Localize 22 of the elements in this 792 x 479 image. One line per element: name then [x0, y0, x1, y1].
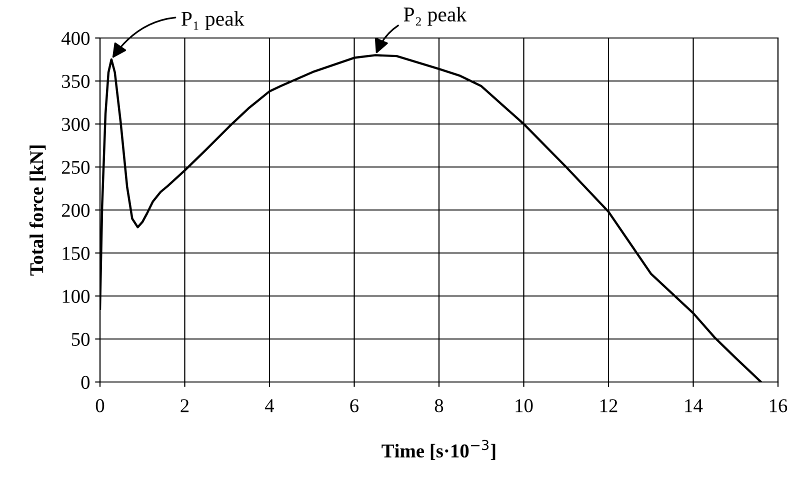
- x-tick-label: 6: [350, 399, 359, 412]
- y-tick-label: 300: [62, 118, 90, 131]
- x-tick-label: 2: [180, 399, 189, 412]
- y-tick-label: 200: [62, 204, 90, 217]
- y-axis-title: Total force [kN]: [29, 146, 46, 276]
- x-tick-label: 8: [434, 399, 444, 412]
- annotation: P₁ peak: [181, 11, 244, 30]
- y-tick-label: 50: [72, 332, 90, 346]
- y-tick-label: 400: [61, 32, 90, 45]
- x-tick-label: 10: [516, 399, 533, 412]
- x-tick-label: 4: [265, 399, 274, 412]
- x-tick-label: 16: [770, 399, 788, 412]
- x-tick-label: 0: [96, 399, 104, 412]
- y-tick-label: 150: [62, 246, 90, 260]
- y-tick-label: 100: [62, 290, 90, 303]
- annotation: P₂ peak: [404, 6, 467, 26]
- y-tick-label: 350: [62, 74, 90, 88]
- x-axis-title: Time [s·10$^{−3}$]: [382, 440, 496, 460]
- x-tick-label: 14: [685, 399, 703, 412]
- x-tick-label: 12: [600, 399, 618, 412]
- y-tick-label: 0: [81, 376, 90, 389]
- y-tick-label: 250: [62, 160, 90, 174]
